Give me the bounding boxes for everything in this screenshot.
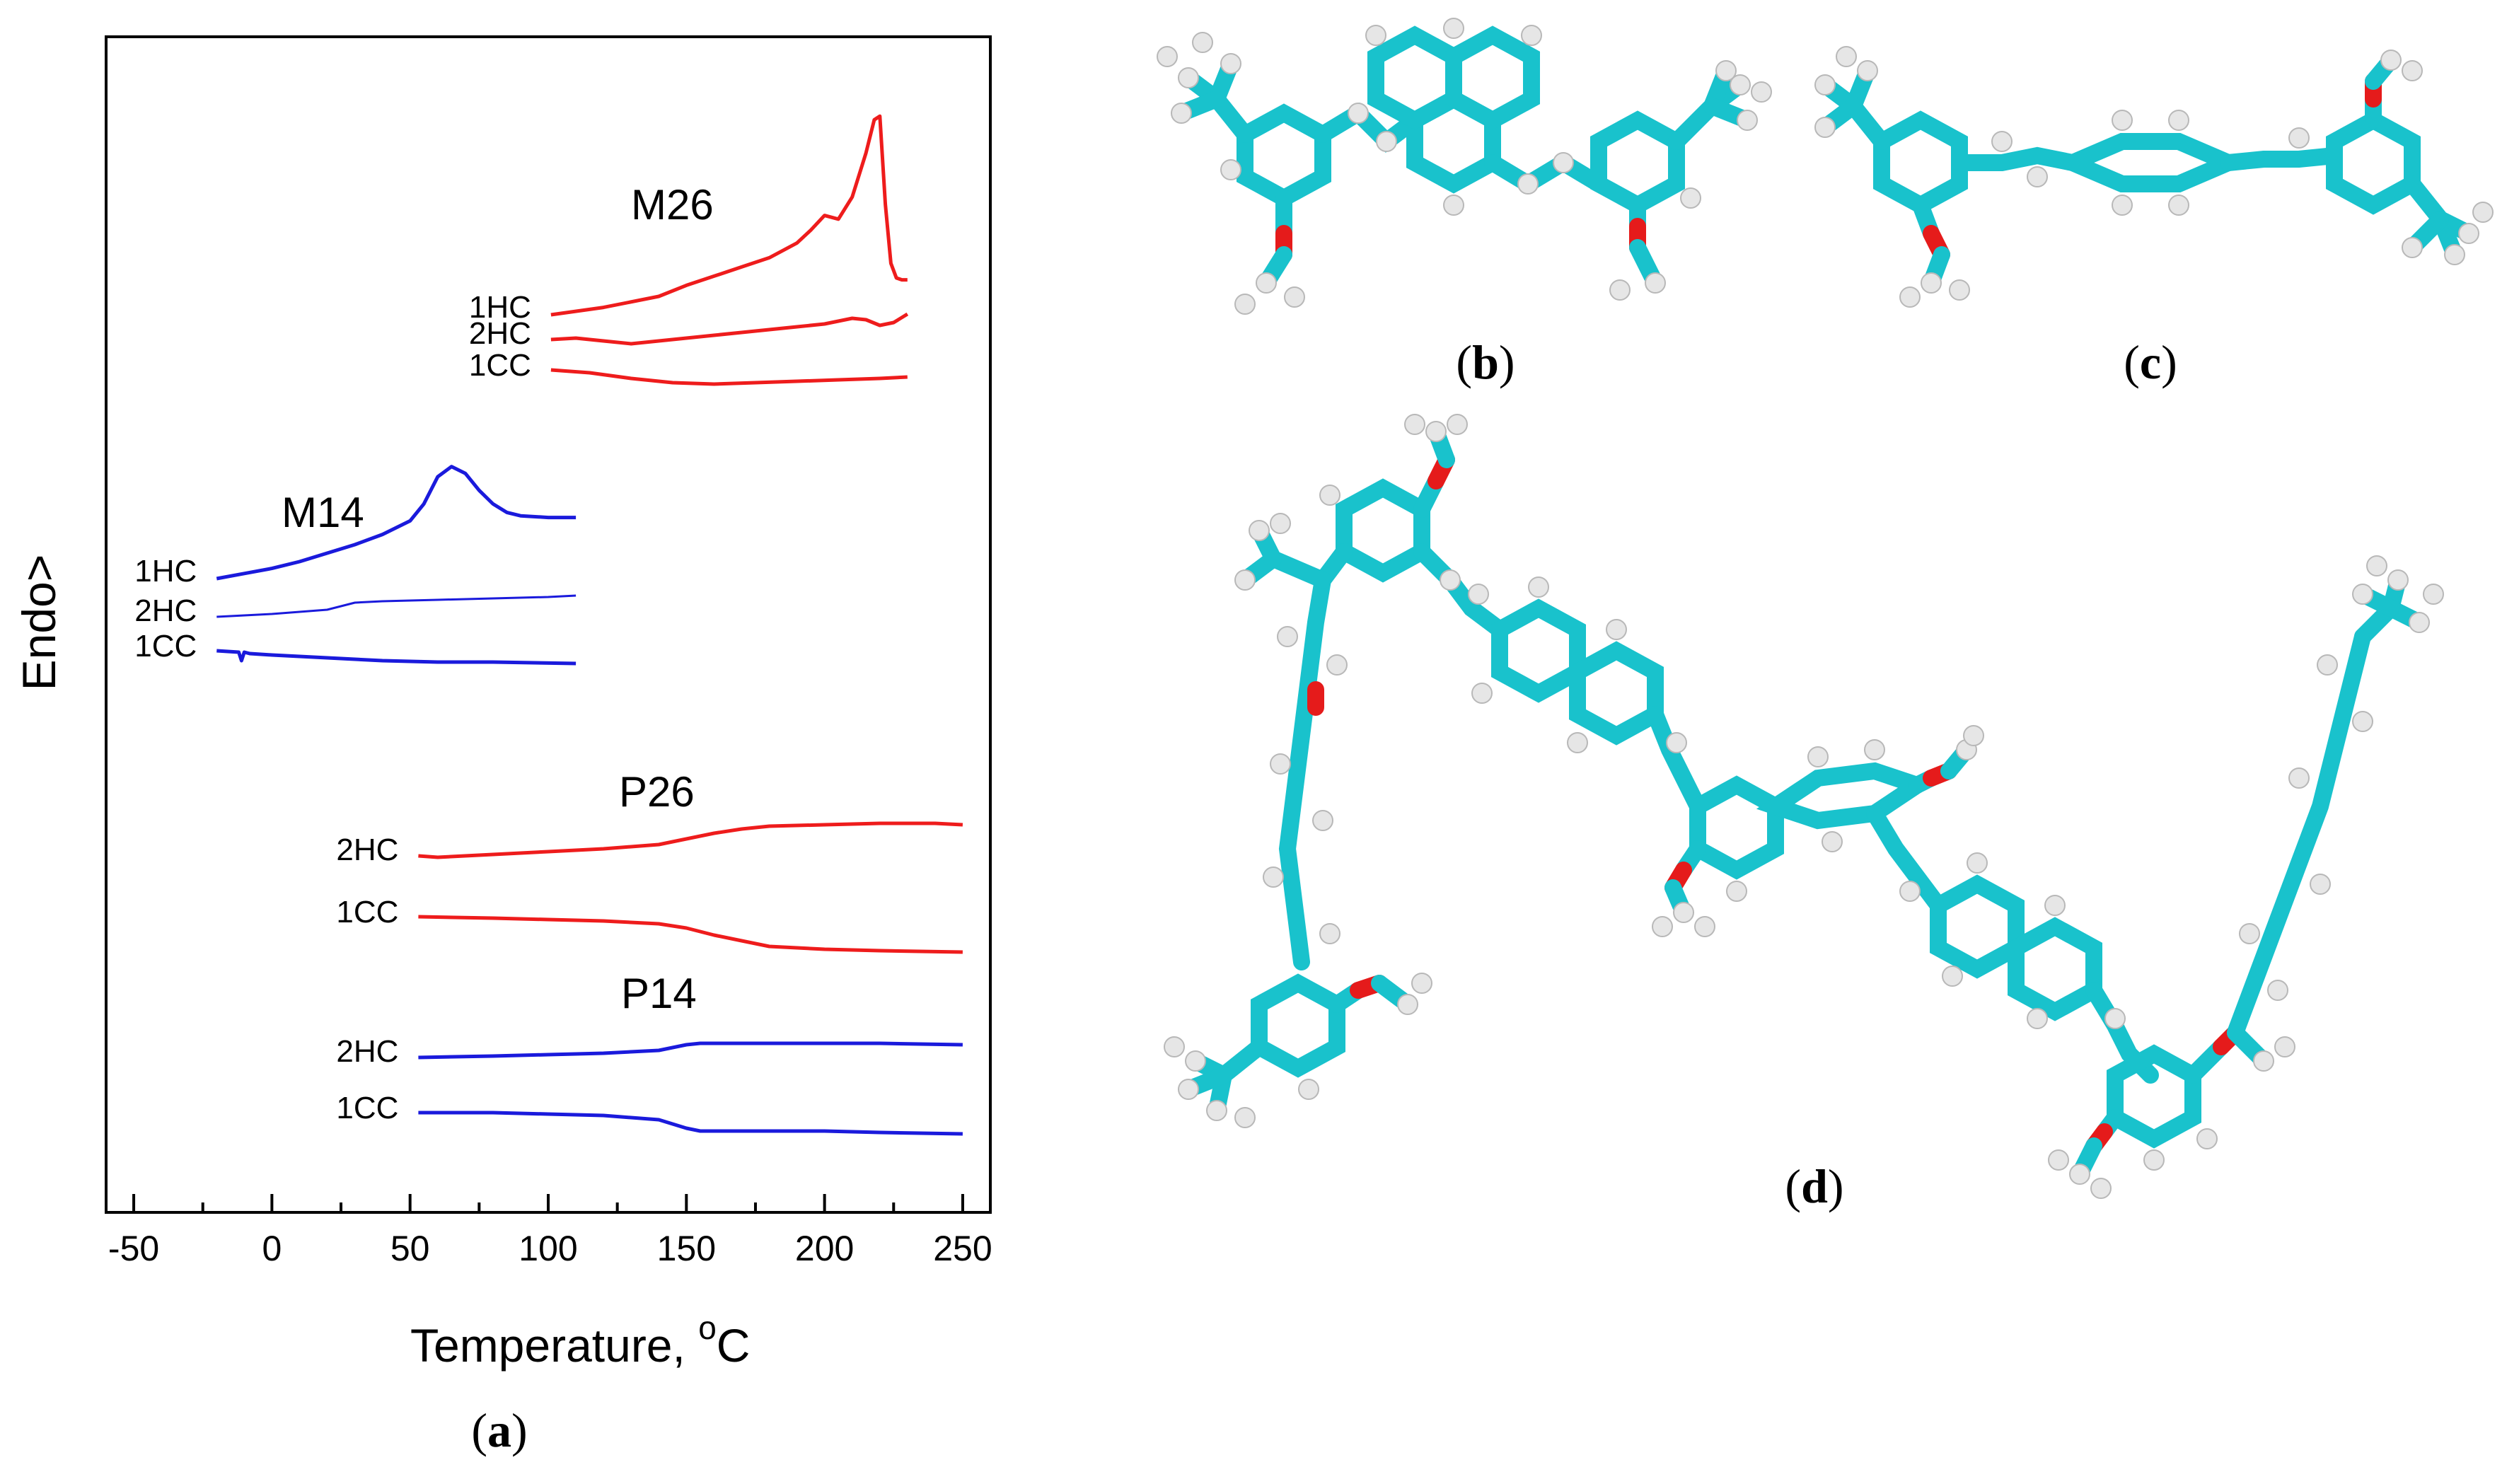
panel-label-b: (b)	[1456, 335, 1515, 389]
curve-label-m26-1cc: 1CC	[469, 348, 531, 383]
curve-label-m14-1cc: 1CC	[134, 629, 197, 663]
x-tick-label: 0	[262, 1229, 282, 1268]
x-tick-label: -50	[108, 1229, 159, 1268]
molecule-b-bonds	[1173, 25, 1756, 291]
curve-label-p26-2hc: 2HC	[336, 833, 398, 867]
x-tick-label: 150	[657, 1229, 716, 1268]
plot-frame	[105, 35, 992, 1214]
curve-m14-1cc	[216, 649, 577, 666]
curve-m26-2hc	[550, 312, 909, 346]
sample-label-m14: M14	[282, 489, 364, 536]
sample-label-m26: M26	[631, 181, 714, 228]
molecule-d-hydrogens	[1164, 414, 2444, 1199]
y-axis-label: Endo>	[13, 555, 65, 691]
curve-p14-1cc	[418, 1111, 963, 1136]
panel-label-d: (d)	[1785, 1159, 1843, 1213]
curve-p26-1cc	[418, 915, 963, 954]
molecule-c-hydrogens	[1814, 46, 2494, 308]
curve-p14-2hc	[418, 1041, 963, 1060]
molecule-d: (d)	[1164, 414, 2444, 1213]
curve-m14-2hc	[216, 594, 577, 618]
curve-label-m26-2hc: 2HC	[469, 316, 531, 351]
molecule-c: (c)	[1814, 46, 2494, 389]
curve-m14-1hc	[216, 465, 577, 581]
x-axis-label: Temperature, oC	[410, 1309, 750, 1372]
x-tick-label: 50	[390, 1229, 430, 1268]
curve-label-m14-2hc: 2HC	[134, 593, 197, 628]
sample-label-p14: P14	[621, 970, 697, 1017]
molecule-b-hydrogens	[1157, 18, 1772, 315]
panel-label-a: (a)	[471, 1403, 527, 1457]
curve-label-m14-1hc: 1HC	[134, 554, 197, 589]
x-tick-label: 200	[795, 1229, 854, 1268]
x-tick-label: 100	[519, 1229, 577, 1268]
curve-m26-1hc	[550, 114, 908, 317]
curve-m26-1cc	[550, 368, 908, 386]
panel-label-c: (c)	[2124, 335, 2177, 389]
molecule-b: (b)	[1157, 18, 1772, 389]
curve-label-p14-1cc: 1CC	[336, 1091, 398, 1125]
dsc-sample-labels: M26 M14 P26 P14	[282, 181, 714, 1017]
dsc-chart-panel: -50 0 50 100 150 200 250 1HC2HC1CC1HC2HC1CC2HC…	[13, 35, 992, 1457]
curve-label-p14-2hc: 2HC	[336, 1034, 398, 1069]
sample-label-p26: P26	[619, 768, 695, 816]
molecule-d-bonds	[1180, 423, 2428, 1183]
curve-p26-2hc	[418, 821, 963, 859]
curve-label-m26-1hc: 1HC	[469, 290, 531, 325]
molecule-c-bonds	[1817, 52, 2477, 291]
x-tick-label: 250	[933, 1229, 992, 1268]
dsc-curves	[216, 114, 963, 1136]
x-axis-tick-labels: -50 0 50 100 150 200 250	[108, 1229, 992, 1268]
curve-label-p26-1cc: 1CC	[336, 895, 398, 929]
x-axis-ticks	[132, 1194, 964, 1212]
